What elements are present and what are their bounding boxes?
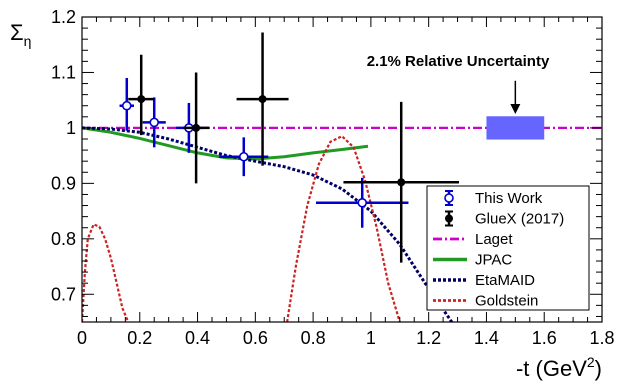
y-tick-label: 1.1 — [51, 62, 76, 82]
series-line-goldstein — [286, 134, 401, 322]
x-tick-label: 0 — [77, 328, 87, 348]
legend-label-goldstein: Goldstein — [475, 293, 538, 310]
legend: This Work GlueX (2017) Laget JPAC EtaMAID Gol… — [426, 185, 590, 311]
legend-box — [426, 185, 590, 311]
y-tick-label: 0.7 — [51, 284, 76, 304]
plot-area — [82, 32, 602, 322]
x-tick-label: 0.4 — [185, 328, 210, 348]
y-tick-label: 0.9 — [51, 173, 76, 193]
x-tick-label: 0.8 — [301, 328, 326, 348]
uncertainty-annotation: 2.1% Relative Uncertainty — [367, 53, 550, 70]
annotation-text: 2.1% Relative Uncertainty — [367, 53, 550, 70]
annotation-arrow-head — [510, 104, 521, 115]
x-tick-label: 1.6 — [532, 328, 557, 348]
series-line-etamaid — [82, 126, 454, 322]
x-tick-label: 1.4 — [474, 328, 499, 348]
legend-label-laget: Laget — [475, 231, 513, 248]
series-points-this-work — [119, 78, 409, 228]
data-point — [192, 123, 201, 132]
legend-marker-this-work — [444, 193, 454, 203]
data-point — [137, 95, 146, 104]
x-tick-label: 1.8 — [589, 328, 614, 348]
tick-layer: 0 0.2 0.4 0.6 0.8 1 1.2 1.4 1.6 1.8 0.7 0.8 0.9 1 1.1 1… — [51, 7, 615, 348]
y-axis-title: Ση — [10, 20, 31, 49]
x-tick-label: 1.2 — [416, 328, 441, 348]
y-tick-label: 1 — [66, 118, 76, 138]
legend-label-jpac: JPAC — [475, 252, 512, 269]
data-point — [258, 95, 267, 104]
data-point — [121, 100, 132, 111]
x-tick-label: 0.6 — [243, 328, 268, 348]
x-axis-title: -t (GeV2) — [516, 354, 602, 381]
data-point — [397, 178, 406, 187]
data-point — [149, 117, 160, 128]
legend-label-this-work: This Work — [475, 190, 543, 207]
x-tick-label: 1 — [366, 328, 376, 348]
x-tick-label: 0.2 — [127, 328, 152, 348]
y-tick-label: 1.2 — [51, 7, 76, 27]
series-points-gluex-2017- — [128, 32, 459, 263]
data-point — [238, 151, 249, 162]
plot-layer — [82, 32, 602, 322]
uncertainty-box — [486, 116, 545, 140]
legend-label-gluex-2017-: GlueX (2017) — [475, 211, 564, 228]
legend-label-etamaid: EtaMAID — [475, 272, 535, 289]
legend-marker-gluex-2017- — [445, 214, 453, 223]
y-tick-label: 0.8 — [51, 229, 76, 249]
data-point — [357, 197, 368, 208]
series-line-goldstein — [82, 222, 130, 322]
